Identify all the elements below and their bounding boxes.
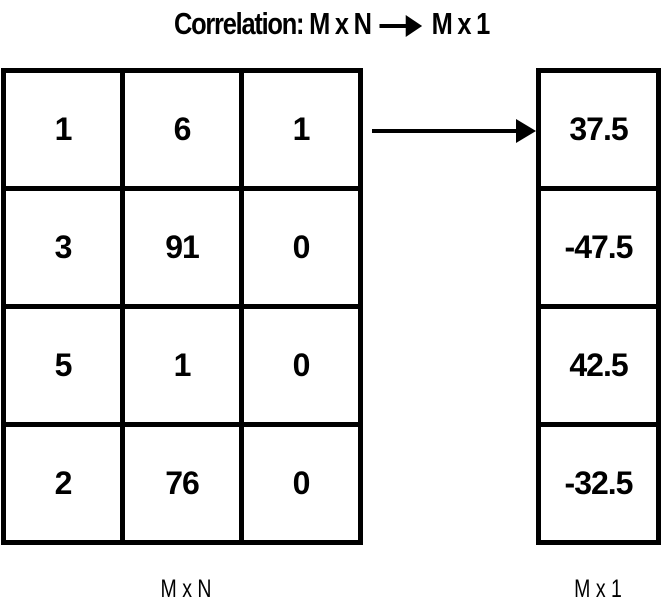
input-matrix-caption: M x N (160, 575, 212, 603)
title-left-text: Correlation: M x N (173, 6, 372, 41)
matrix-cell: 91 (120, 186, 244, 309)
matrix-cell: 1 (239, 68, 363, 191)
matrix-cell: 76 (120, 422, 244, 545)
output-vector-caption: M x 1 (574, 575, 622, 603)
arrow-icon (372, 119, 536, 143)
matrix-cell: 1 (120, 304, 244, 427)
matrix-row: 3 91 0 (1, 186, 363, 309)
matrix-cell: 0 (239, 422, 363, 545)
matrix-cell: 1 (1, 68, 125, 191)
input-matrix: 1 6 1 3 91 0 5 1 0 2 76 0 (1, 68, 363, 545)
title-right-text: M x 1 (431, 6, 491, 41)
output-vector: 37.5 -47.5 42.5 -32.5 (536, 68, 661, 545)
matrix-row: 2 76 0 (1, 422, 363, 545)
vector-cell: 42.5 (536, 304, 661, 427)
vector-cell: -47.5 (536, 186, 661, 309)
matrix-row: 5 1 0 (1, 304, 363, 427)
vector-cell: 37.5 (536, 68, 661, 191)
matrix-cell: 5 (1, 304, 125, 427)
matrix-cell: 0 (239, 186, 363, 309)
diagram-title: Correlation: M x N M x 1 (60, 2, 604, 46)
matrix-cell: 0 (239, 304, 363, 427)
right-arrow-icon (379, 14, 423, 37)
matrix-row: 1 6 1 (1, 68, 363, 191)
matrix-cell: 2 (1, 422, 125, 545)
matrix-cell: 6 (120, 68, 244, 191)
matrix-cell: 3 (1, 186, 125, 309)
vector-cell: -32.5 (536, 422, 661, 545)
